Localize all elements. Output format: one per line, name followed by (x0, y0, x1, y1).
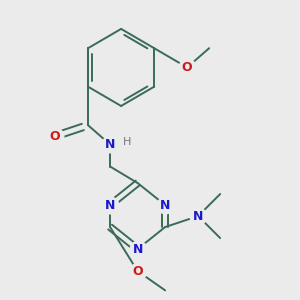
Text: N: N (105, 138, 115, 151)
Text: N: N (132, 243, 143, 256)
Text: N: N (193, 209, 203, 223)
Text: O: O (182, 61, 193, 74)
Text: H: H (123, 137, 131, 147)
Text: O: O (132, 265, 143, 278)
Text: N: N (160, 199, 170, 212)
Text: N: N (105, 199, 115, 212)
Text: O: O (50, 130, 60, 143)
